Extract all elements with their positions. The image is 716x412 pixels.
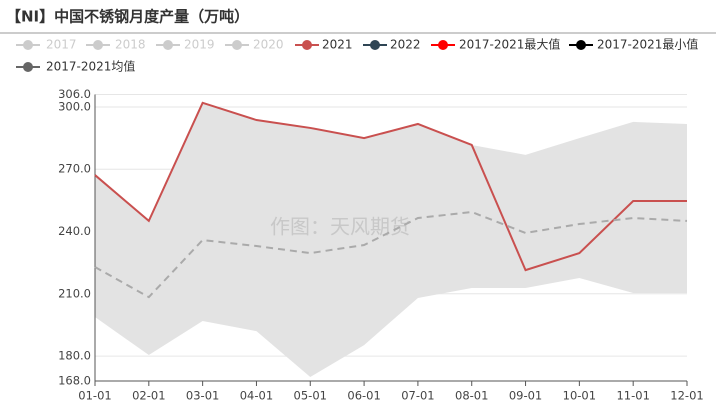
legend-label: 2022	[390, 38, 421, 52]
legend-swatch	[93, 40, 103, 50]
legend-swatch	[302, 40, 312, 50]
legend-swatch	[576, 40, 586, 50]
legend-swatch	[438, 40, 448, 50]
x-tick-label: 06-01	[347, 389, 380, 403]
x-tick-label: 08-01	[455, 389, 488, 403]
y-tick-label: 306.0	[58, 87, 91, 101]
legend-label: 2021	[322, 38, 353, 52]
chart-title: 【NI】中国不锈钢月度产量（万吨）	[6, 8, 249, 26]
x-tick-label: 10-01	[563, 389, 596, 403]
legend-item[interactable]: 2019	[156, 38, 215, 52]
legend-item[interactable]: 2017-2021最大值	[431, 37, 560, 52]
legend-item[interactable]: 2020	[225, 38, 284, 52]
watermark: 作图：天风期货	[270, 215, 410, 239]
range-band	[95, 102, 687, 378]
y-tick-label: 180.0	[58, 349, 91, 363]
legend-swatch	[23, 40, 33, 50]
x-tick-label: 04-01	[240, 389, 273, 403]
legend-item[interactable]: 2017-2021最小值	[569, 37, 698, 52]
legend-item[interactable]: 2021	[295, 38, 353, 52]
x-tick-label: 07-01	[401, 389, 434, 403]
legend-label: 2017-2021均值	[46, 59, 135, 74]
x-tick-label: 12-01	[670, 389, 703, 403]
x-tick-label: 11-01	[616, 389, 649, 403]
legend-label: 2018	[115, 38, 146, 52]
x-tick-label: 09-01	[509, 389, 542, 403]
legend-label: 2020	[253, 38, 284, 52]
legend-item[interactable]: 2017	[16, 38, 77, 52]
legend-label: 2019	[184, 38, 215, 52]
legend-label: 2017	[46, 38, 77, 52]
x-tick-label: 01-01	[78, 389, 111, 403]
legend-swatch	[370, 40, 380, 50]
legend-item[interactable]: 2017-2021均值	[16, 59, 135, 74]
legend-label: 2017-2021最小值	[597, 37, 698, 52]
series-line	[94, 101, 687, 272]
legend-item[interactable]: 2022	[363, 38, 421, 52]
legend-label: 2017-2021最大值	[459, 37, 560, 52]
y-tick-label: 270.0	[58, 162, 91, 176]
y-tick-label: 300.0	[58, 99, 91, 113]
x-tick-label: 02-01	[132, 389, 165, 403]
x-tick-label: 03-01	[186, 389, 219, 403]
legend-item[interactable]: 2018	[86, 38, 146, 52]
legend-swatch	[232, 40, 242, 50]
y-tick-label: 210.0	[58, 286, 91, 300]
legend-swatch	[23, 62, 33, 72]
y-tick-label: 168.0	[58, 374, 91, 388]
x-tick-label: 05-01	[294, 389, 327, 403]
y-tick-label: 240.0	[58, 224, 91, 238]
legend-swatch	[163, 40, 173, 50]
